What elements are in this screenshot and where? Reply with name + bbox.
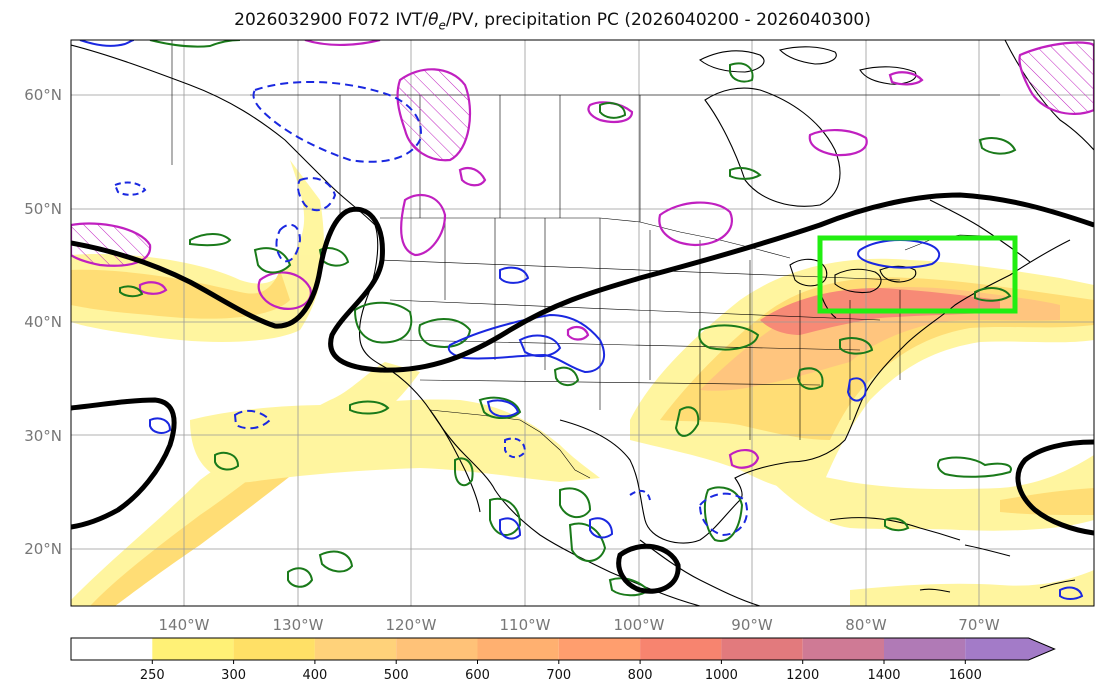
lon-tick-label: 100°W: [614, 616, 665, 634]
colorbar: 250 300 400 500 600 700 800 1000 1200 1400 1600: [70, 637, 1056, 683]
lat-tick-label: 20°N: [24, 540, 62, 558]
gridlines: [71, 40, 1094, 606]
highlight-box: [817, 235, 1018, 314]
lon-axis: 140°W 130°W 120°W 110°W 100°W 90°W 80°W …: [159, 616, 1000, 634]
lon-tick-label: 120°W: [386, 616, 437, 634]
colorbar-segment: [396, 638, 478, 660]
colorbar-tick-label: 700: [546, 668, 571, 683]
colorbar-tick-label: 800: [628, 668, 653, 683]
lat-axis: 20°N 30°N 40°N 50°N 60°N: [24, 86, 62, 558]
colorbar-tick-label: 1600: [949, 668, 982, 683]
colorbar-outline: [70, 637, 1056, 661]
colorbar-segment: [884, 638, 966, 660]
colorbar-segment: [71, 638, 153, 660]
map-title: 2026032900 F072 IVT/θe/PV, precipitation…: [234, 10, 871, 33]
colorbar-tick-label: 600: [465, 668, 490, 683]
theta-e-contours: [71, 192, 1094, 594]
colorbar-segment: [233, 638, 315, 660]
lat-tick-label: 50°N: [24, 200, 62, 218]
lat-tick-label: 60°N: [24, 86, 62, 104]
lat-tick-label: 40°N: [24, 313, 62, 331]
lon-tick-label: 80°W: [845, 616, 887, 634]
colorbar-tick-label: 1200: [786, 668, 819, 683]
precip-contours: [119, 40, 1017, 597]
colorbar-segment: [314, 638, 397, 660]
lon-tick-label: 130°W: [273, 616, 324, 634]
colorbar-tick-label: 1400: [867, 668, 900, 683]
map-panel: [71, 40, 1094, 606]
lat-tick-label: 30°N: [24, 427, 62, 445]
colorbar-tick-label: 500: [384, 668, 409, 683]
colorbar-segment: [477, 638, 559, 660]
colorbar-tick-label: 250: [140, 668, 165, 683]
lon-tick-label: 140°W: [159, 616, 210, 634]
colorbar-segment: [558, 638, 641, 660]
colorbar-segment: [802, 638, 884, 660]
lon-tick-label: 70°W: [958, 616, 1000, 634]
pv-contours: [71, 40, 1094, 469]
colorbar-tick-label: 400: [302, 668, 327, 683]
colorbar-segment: [640, 638, 722, 660]
colorbar-segment: [721, 638, 803, 660]
colorbar-tick-label: 1000: [705, 668, 738, 683]
ivt-shading: [71, 160, 1094, 606]
lon-tick-label: 90°W: [731, 616, 773, 634]
coastlines: [71, 40, 1094, 606]
political-borders: [171, 40, 1011, 479]
colorbar-extend-arrow: [965, 638, 1055, 660]
colorbar-tick-label: 300: [221, 668, 246, 683]
colorbar-segment: [152, 638, 234, 660]
lon-tick-label: 110°W: [500, 616, 551, 634]
map-frame: [70, 39, 1095, 607]
